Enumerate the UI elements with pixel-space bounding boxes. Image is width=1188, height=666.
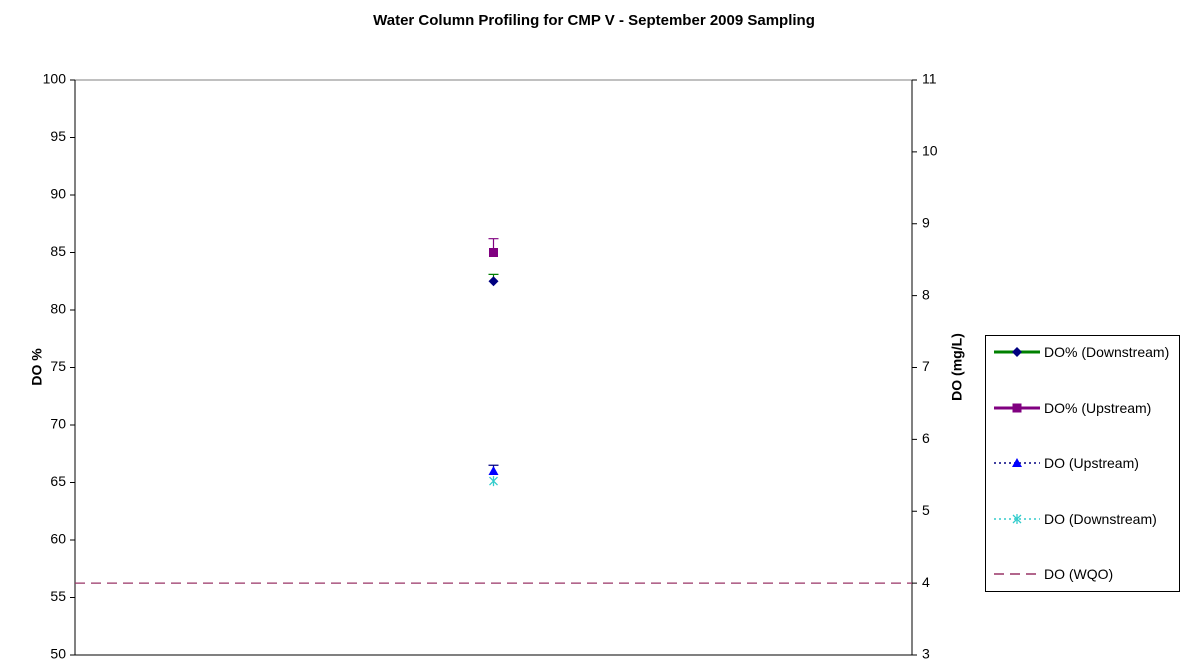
plot-area [74,79,913,656]
legend-symbol [994,347,1040,357]
y-axis-label: DO % [29,348,45,386]
legend-entry: DO% (Downstream) [990,344,1175,361]
legend-label: DO (WQO) [1044,566,1114,582]
marker [1012,513,1022,524]
y-tick-label: 80 [50,301,66,317]
marker [489,476,498,487]
marker [1012,347,1022,357]
y-tick-label: 60 [50,531,66,547]
y2-tick-label: 7 [922,358,930,374]
y2-tick-label: 6 [922,430,930,446]
legend-label: DO% (Upstream) [1044,399,1152,416]
legend-entry: DO (Upstream) [990,455,1175,472]
chart-title: Water Column Profiling for CMP V - Septe… [373,12,815,29]
y-tick-label: 85 [50,243,66,259]
legend-symbol [994,513,1040,524]
legend: DO% (Downstream) DO% (Upstream) DO (Upstre… [985,335,1180,592]
marker [1012,458,1022,467]
marker [488,276,499,287]
legend-symbol [994,573,1040,575]
y2-tick-label: 5 [922,502,930,518]
y2-tick-label: 11 [922,71,937,87]
y-tick-label: 100 [43,71,67,87]
y-tick-label: 95 [50,128,66,144]
marker [488,466,499,475]
legend-label: DO (Upstream) [1044,455,1139,471]
y-tick-label: 75 [50,358,66,374]
y-tick-label: 65 [50,473,66,489]
y-tick-label: 55 [50,588,66,604]
y-tick-label: 70 [50,416,66,432]
legend-entry: DO (Downstream) [990,511,1175,528]
marker [1012,403,1022,412]
y-tick-label: 90 [50,186,66,202]
y2-tick-label: 8 [922,286,930,302]
y2-tick-label: 4 [922,574,930,590]
y2-axis-label: DO (mg/L) [949,333,965,401]
y-tick-label: 50 [50,646,66,662]
y2-tick-label: 3 [922,646,930,662]
legend-symbol [994,403,1040,412]
legend-symbol [994,458,1040,467]
y2-tick-label: 9 [922,214,930,230]
marker [489,248,498,257]
y2-tick-label: 10 [922,143,938,159]
legend-label: DO (Downstream) [1044,510,1157,527]
legend-label: DO% (Downstream) [1044,344,1170,360]
legend-entry: DO% (Upstream) [990,400,1175,417]
legend-entry: DO (WQO) [990,566,1175,583]
